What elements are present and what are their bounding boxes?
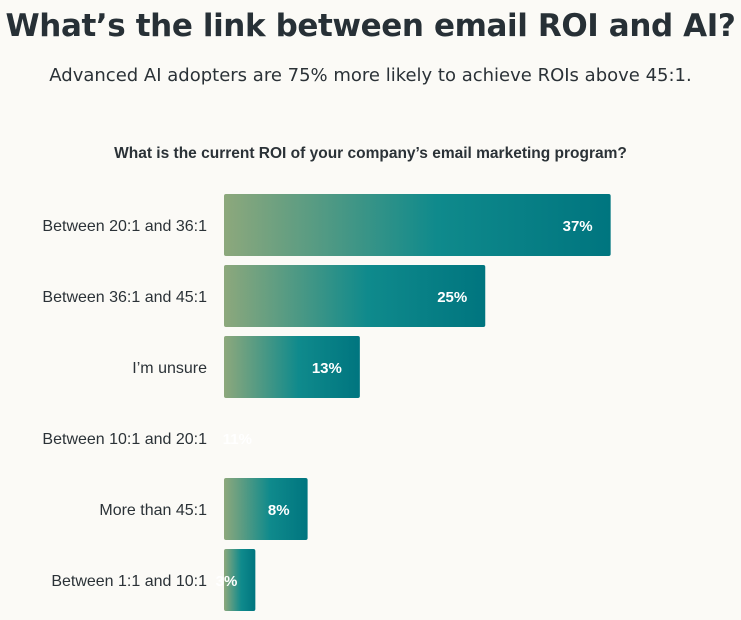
bar-i-m-unsure	[224, 336, 360, 398]
value-label-between-10-1-and-20-1: 11%	[223, 431, 252, 448]
bars-group: Between 20:1 and 36:1 37% Between 36:1 and…	[42, 194, 611, 611]
chart-subtitle: Advanced AI adopters are 75% more likely…	[49, 65, 692, 86]
survey-question: What is the current ROI of your company’…	[114, 145, 627, 162]
category-label-between-10-1-and-20-1: Between 10:1 and 20:1	[42, 431, 207, 448]
bar-between-36-1-and-45-1	[224, 265, 486, 327]
category-label-between-36-1-and-45-1: Between 36:1 and 45:1	[42, 289, 207, 306]
bar-more-than-45-1	[224, 478, 308, 540]
value-label-between-20-1-and-36-1: 37%	[563, 218, 593, 235]
bar-between-20-1-and-36-1	[224, 194, 611, 256]
bar-between-1-1-and-10-1	[224, 549, 256, 611]
value-label-i-m-unsure: 13%	[312, 360, 342, 377]
category-label-i-m-unsure: I’m unsure	[132, 360, 207, 377]
value-label-between-36-1-and-45-1: 25%	[437, 289, 467, 306]
value-label-more-than-45-1: 8%	[268, 502, 290, 519]
category-label-more-than-45-1: More than 45:1	[99, 502, 207, 519]
chart-title: What’s the link between email ROI and AI…	[5, 8, 736, 44]
category-label-between-1-1-and-10-1: Between 1:1 and 10:1	[51, 573, 207, 590]
value-label-between-1-1-and-10-1: 3%	[216, 573, 238, 590]
category-label-between-20-1-and-36-1: Between 20:1 and 36:1	[42, 218, 207, 235]
